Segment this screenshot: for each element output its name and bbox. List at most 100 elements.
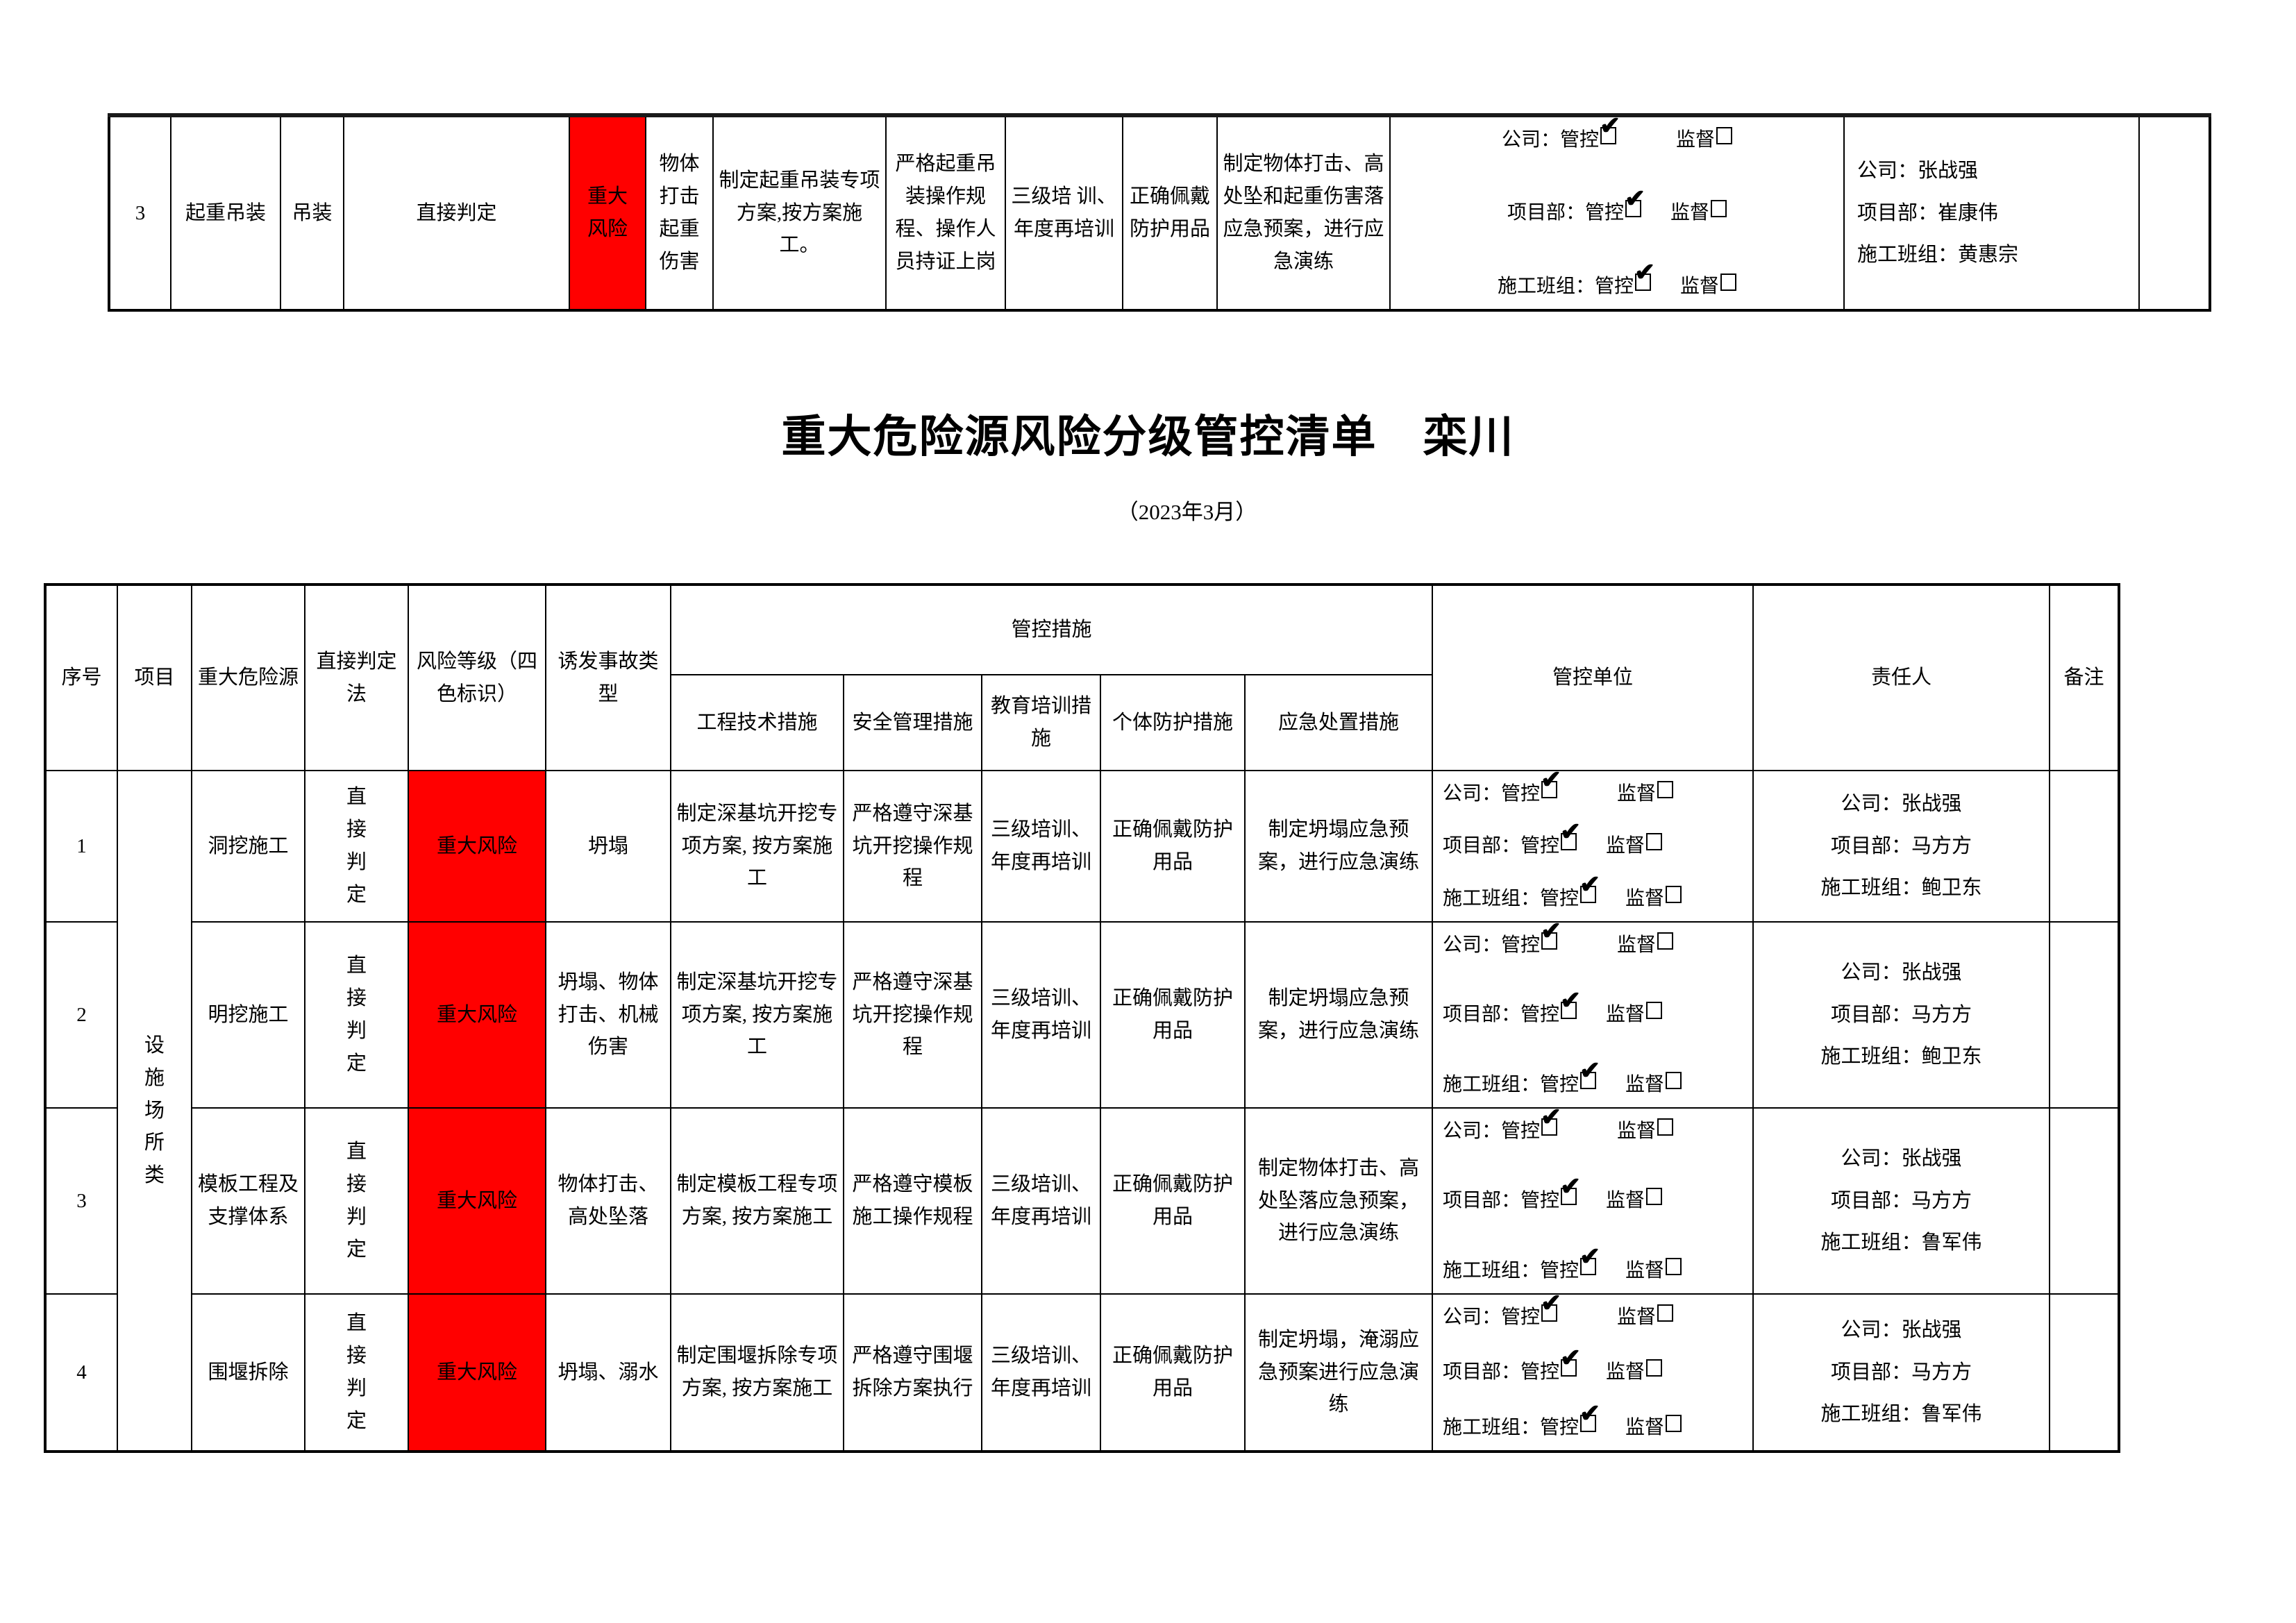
control-checkbox-checked[interactable] — [1579, 872, 1600, 903]
cell-judgement-method: 直 接 判 定 — [304, 1293, 409, 1452]
supervise-checkbox-unchecked[interactable] — [1646, 1002, 1663, 1020]
cell-education-measure: 三级培训、年度再培训 — [981, 921, 1101, 1109]
responsible-person-lines: 公司：张战强 项目部：马方方 施工班组：鲍卫东 — [1758, 957, 2045, 1074]
supervise-checkbox-unchecked[interactable] — [1666, 1414, 1682, 1432]
cell-responsible-person: 公司：张战强 项目部：马方方 施工班组：鲁军伟 — [1752, 1293, 2051, 1452]
supervise-checkbox-unchecked[interactable] — [1657, 1304, 1674, 1322]
header-engineering-measure: 工程技术措施 — [670, 674, 844, 771]
unit-line-crew: 施工班组：管控监督 — [1443, 1244, 1682, 1286]
cell-note — [2138, 115, 2211, 311]
cell-judgement-method: 直 接 判 定 — [304, 921, 409, 1109]
cell-engineering-measure: 制定深基坑开挖专项方案, 按方案施工 — [670, 921, 844, 1109]
supervise-checkbox-unchecked[interactable] — [1720, 273, 1737, 291]
cell-safety-measure: 严格遵守深基坑开挖操作规程 — [843, 770, 982, 923]
cell-risk-level: 重大风险 — [408, 1293, 546, 1452]
cell-accident-type: 坍塌、溺水 — [545, 1293, 671, 1452]
header-seq: 序号 — [44, 584, 118, 771]
cell-project-category: 设 施 场 所 类 — [117, 770, 192, 1452]
cell-responsible-person: 公司：张战强 项目部：马方方 施工班组：鲍卫东 — [1752, 770, 2051, 923]
supervise-checkbox-unchecked[interactable] — [1666, 885, 1682, 903]
cell-ppe-measure: 正确佩戴防护用品 — [1100, 921, 1246, 1109]
responsible-person-lines: 公司：张战强 项目部：马方方 施工班组：鲁军伟 — [1758, 1143, 2045, 1260]
header-risk-level: 风险等级（四色标识） — [408, 584, 546, 771]
person-company: 公司：张战强 — [1857, 159, 1979, 182]
header-measures-group: 管控措施 — [669, 584, 1434, 675]
header-control-unit: 管控单位 — [1432, 584, 1754, 771]
cell-accident-type: 坍塌、物体打击、机械伤害 — [545, 921, 671, 1109]
control-checkbox-checked[interactable] — [1541, 923, 1561, 950]
cell-judgement-method: 直 接 判 定 — [304, 770, 409, 923]
cell-hazard-source: 洞挖施工 — [191, 770, 305, 923]
cell-safety-measure: 严格遵守模板施工操作规程 — [843, 1107, 982, 1295]
page-title: 重大危险源风险分级管控清单 栾川 — [781, 412, 1515, 462]
supervise-checkbox-unchecked[interactable] — [1657, 1118, 1674, 1136]
cell-seq: 3 — [44, 1107, 118, 1295]
cell-note — [2049, 770, 2120, 923]
cell-accident-type: 物体 打击 起重 伤害 — [645, 115, 714, 311]
supervise-checkbox-unchecked[interactable] — [1716, 127, 1733, 144]
cell-control-unit: 公司：管控监督 项目部：管控监督 施工班组：管控监督 — [1432, 1293, 1754, 1452]
supervise-checkbox-unchecked[interactable] — [1646, 1188, 1663, 1206]
control-unit-lines: 公司：管控监督 项目部：管控监督 施工班组：管控监督 — [1395, 117, 1839, 306]
control-checkbox-checked[interactable] — [1579, 1401, 1600, 1432]
table-row: 3 模板工程及支撑体系 直 接 判 定 重大风险 物体打击、高处坠落 制定模板工… — [44, 1107, 2120, 1295]
supervise-checkbox-unchecked[interactable] — [1646, 833, 1663, 851]
supervise-checkbox-unchecked[interactable] — [1646, 1359, 1663, 1377]
cell-ppe-measure: 正确佩戴防护用品 — [1100, 1293, 1246, 1452]
supervise-checkbox-unchecked[interactable] — [1666, 1071, 1682, 1089]
person-project-dept: 项目部：马方方 — [1831, 1003, 1972, 1026]
person-project-dept: 项目部：崔康伟 — [1857, 201, 1999, 224]
person-company: 公司：张战强 — [1841, 961, 1962, 984]
person-crew: 施工班组：鲍卫东 — [1820, 877, 1982, 900]
cell-emergency-measure: 制定坍塌，淹溺应急预案进行应急演练 — [1243, 1293, 1434, 1452]
cell-safety-measure: 严格遵守深基坑开挖操作规程 — [843, 921, 982, 1109]
cell-engineering-measure: 制定围堰拆除专项方案, 按方案施工 — [670, 1293, 844, 1452]
header-hazard: 重大危险源 — [191, 584, 305, 771]
page-subtitle: （2023年3月） — [1116, 500, 1257, 524]
header-judgement: 直接判定法 — [304, 584, 409, 771]
cell-responsible-person: 公司：张战强 项目部：马方方 施工班组：鲍卫东 — [1752, 921, 2051, 1109]
control-checkbox-checked[interactable] — [1560, 988, 1581, 1020]
control-checkbox-checked[interactable] — [1579, 1244, 1600, 1275]
control-unit-lines: 公司：管控监督 项目部：管控监督 施工班组：管控监督 — [1437, 1109, 1748, 1290]
control-checkbox-checked[interactable] — [1541, 772, 1561, 798]
supervise-checkbox-unchecked[interactable] — [1666, 1257, 1682, 1275]
control-checkbox-checked[interactable] — [1541, 1295, 1561, 1322]
header-note: 备注 — [2049, 584, 2120, 771]
control-checkbox-checked[interactable] — [1634, 260, 1655, 291]
responsible-person-lines: 公司：张战强 项目部：马方方 施工班组：鲁军伟 — [1758, 1314, 2045, 1431]
supervise-checkbox-unchecked[interactable] — [1711, 200, 1727, 218]
table-row: 1 设 施 场 所 类 洞挖施工 直 接 判 定 重大风险 坍塌 制定深基坑开挖… — [44, 770, 2120, 1452]
control-checkbox-checked[interactable] — [1560, 1345, 1581, 1377]
cell-emergency-measure: 制定物体打击、高处坠和起重伤害落应急预案，进行应急演练 — [1216, 115, 1391, 311]
header-accident-type: 诱发事故类型 — [545, 584, 671, 771]
control-checkbox-checked[interactable] — [1560, 819, 1581, 851]
cell-seq: 2 — [44, 921, 118, 1109]
cell-ppe-measure: 正确佩戴防护用品 — [1100, 770, 1246, 923]
control-unit-lines: 公司：管控监督 项目部：管控监督 施工班组：管控监督 — [1437, 772, 1748, 918]
header-emergency-measure: 应急处置措施 — [1243, 674, 1434, 771]
cell-responsible-person: 公司：张战强 项目部：马方方 施工班组：鲁军伟 — [1752, 1107, 2051, 1295]
cell-control-unit: 公司：管控监督 项目部：管控监督 施工班组：管控监督 — [1432, 1107, 1754, 1295]
supervise-checkbox-unchecked[interactable] — [1657, 932, 1674, 950]
control-checkbox-checked[interactable] — [1600, 117, 1620, 144]
control-checkbox-checked[interactable] — [1560, 1174, 1581, 1206]
control-checkbox-checked[interactable] — [1579, 1058, 1600, 1089]
header-row-group: 序号 项目 重大危险源 直接判定法 风险等级（四色标识） 诱发事故类型 管控措施… — [44, 584, 2120, 771]
cell-education-measure: 三级培训、年度再培训 — [981, 1107, 1101, 1295]
cell-risk-level: 重大风险 — [408, 770, 546, 923]
header-education-measure: 教育培训措施 — [981, 674, 1101, 771]
cell-safety-measure: 严格遵守围堰拆除方案执行 — [843, 1293, 982, 1452]
person-crew: 施工班组：鲁军伟 — [1820, 1403, 1982, 1426]
cell-hazard-source: 明挖施工 — [191, 921, 305, 1109]
unit-line-project-dept: 项目部：管控监督 — [1443, 819, 1663, 861]
person-project-dept: 项目部：马方方 — [1831, 1189, 1972, 1212]
person-project-dept: 项目部：马方方 — [1831, 1361, 1972, 1384]
control-checkbox-checked[interactable] — [1625, 186, 1645, 218]
table-row: 2 明挖施工 直 接 判 定 重大风险 坍塌、物体打击、机械伤害 制定深基坑开挖… — [44, 921, 2120, 1109]
supervise-checkbox-unchecked[interactable] — [1657, 781, 1674, 798]
cell-engineering-measure: 制定起重吊装专项方案,按方案施工。 — [712, 115, 887, 311]
header-row-sub: 工程技术措施 安全管理措施 教育培训措施 个体防护措施 应急处置措施 — [45, 674, 2119, 771]
control-checkbox-checked[interactable] — [1541, 1109, 1561, 1136]
cell-control-unit: 公司：管控监督 项目部：管控监督 施工班组：管控监督 — [1389, 115, 1845, 311]
